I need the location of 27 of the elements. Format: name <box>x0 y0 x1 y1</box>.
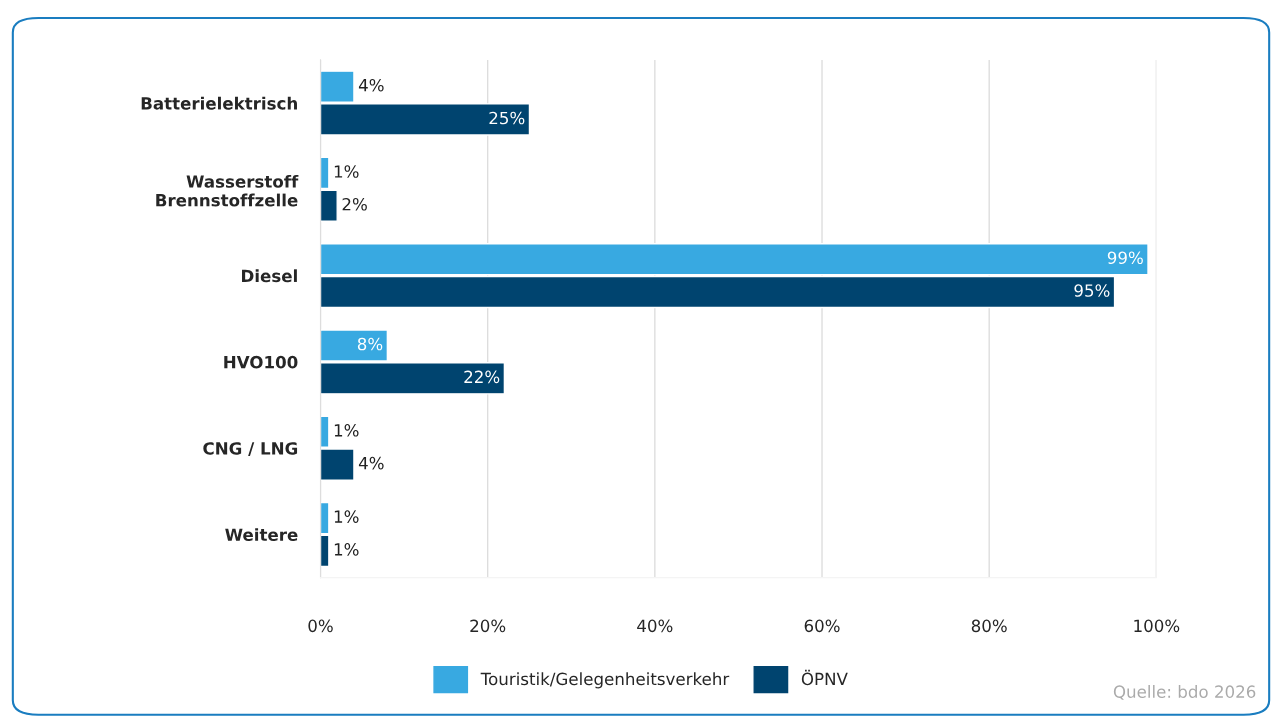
data-label: 25% <box>489 111 525 125</box>
x-tick-label: 20% <box>470 619 506 633</box>
legend-label: Touristik/Gelegenheitsverkehr <box>480 672 730 689</box>
x-tick-label: 100% <box>1134 619 1180 633</box>
data-label: 2% <box>342 197 367 211</box>
data-label: 8% <box>357 337 383 351</box>
y-tick-label: Weitere <box>225 528 298 542</box>
y-tick-label: CNG / LNG <box>203 442 298 457</box>
data-label: 4% <box>358 456 384 470</box>
x-tick-label: 0% <box>308 619 333 633</box>
x-tick-label: 80% <box>971 619 1007 633</box>
x-tick-label: 40% <box>637 619 673 633</box>
y-tick-label: HVO100 <box>224 355 298 369</box>
x-tick-label: 60% <box>804 619 840 633</box>
y-tick-label: Wasserstoff Brennstoffzelle <box>156 174 299 207</box>
source-note: Quelle: bdo 2026 <box>1113 685 1256 700</box>
data-label: 1% <box>334 424 359 437</box>
legend-label: ÖPNV <box>801 669 848 686</box>
data-label: 1% <box>334 165 359 178</box>
data-label: 4% <box>358 78 384 92</box>
data-label: 1% <box>334 510 359 523</box>
data-label: 22% <box>464 370 500 384</box>
data-label: 95% <box>1074 284 1110 297</box>
y-tick-label: Diesel <box>242 269 297 283</box>
data-label: 99% <box>1107 251 1143 265</box>
data-label: 1% <box>334 543 359 556</box>
y-tick-label: Batterielektrisch <box>141 96 297 110</box>
